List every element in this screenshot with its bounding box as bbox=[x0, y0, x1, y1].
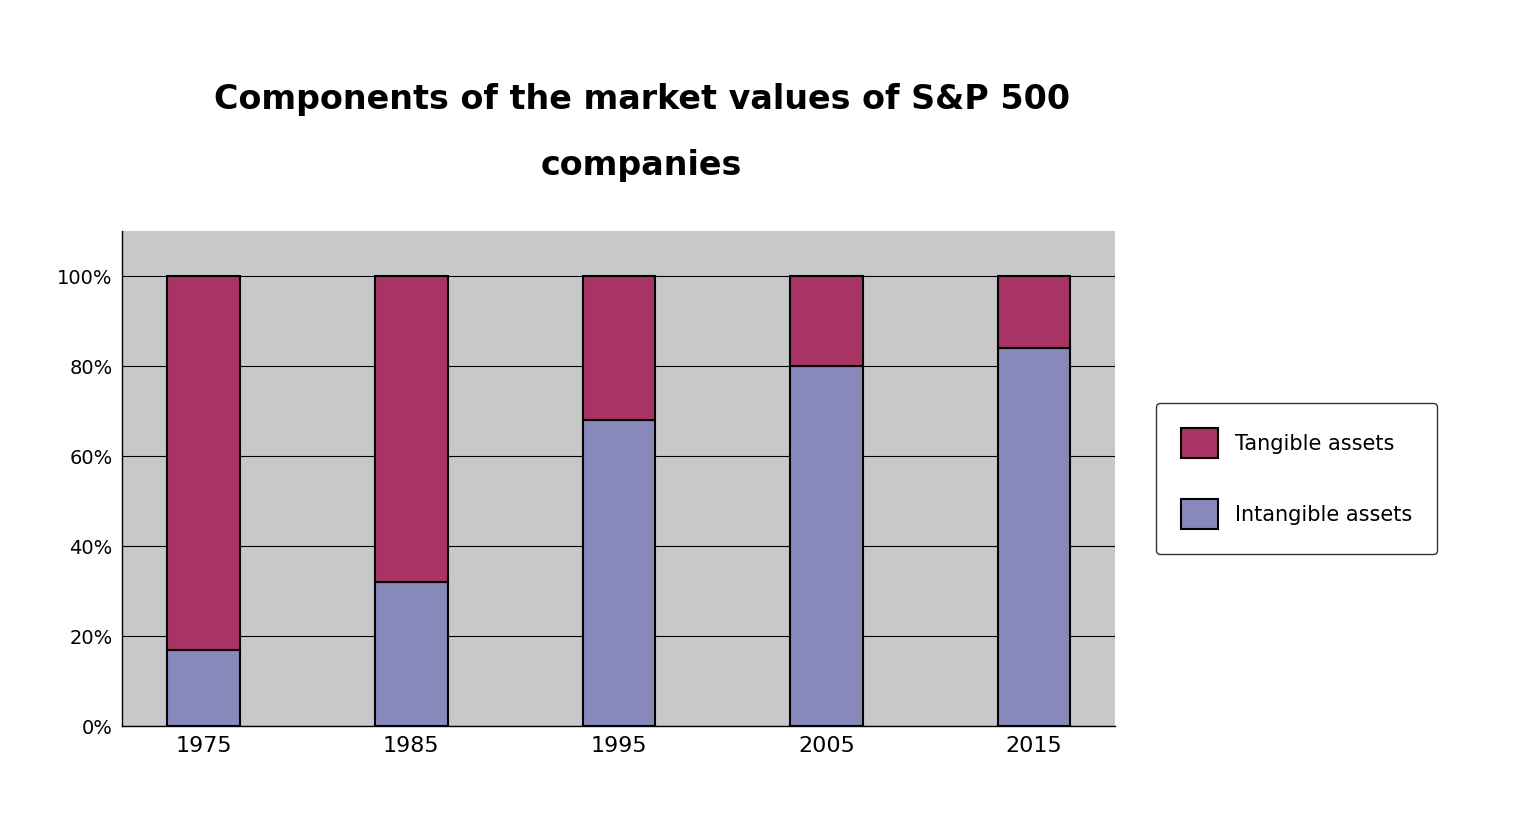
Bar bbox=[790, 366, 863, 726]
Bar bbox=[374, 582, 448, 726]
Bar bbox=[998, 348, 1070, 726]
Text: companies: companies bbox=[541, 148, 743, 182]
Bar bbox=[168, 276, 240, 649]
Text: Components of the market values of S&P 500: Components of the market values of S&P 5… bbox=[214, 82, 1070, 116]
Bar bbox=[582, 276, 656, 420]
Bar bbox=[790, 276, 863, 366]
Bar bbox=[998, 276, 1070, 348]
Bar bbox=[374, 276, 448, 582]
Bar bbox=[168, 649, 240, 726]
Bar bbox=[582, 420, 656, 726]
Legend: Tangible assets, Intangible assets: Tangible assets, Intangible assets bbox=[1155, 403, 1436, 554]
